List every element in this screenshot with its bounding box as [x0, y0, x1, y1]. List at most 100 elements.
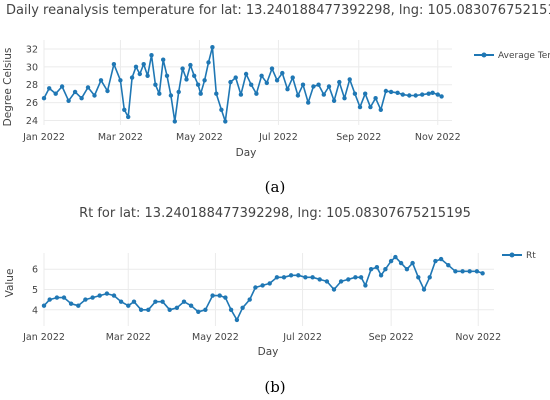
chart-a-data-point — [378, 107, 383, 113]
chart-a-data-point — [198, 91, 203, 96]
chart-b-title: Rt for lat: 13.240188477392298, lng: 105… — [79, 206, 471, 221]
chart-a-data-point — [413, 93, 418, 98]
chart-b-data-point — [260, 283, 265, 288]
chart-a-data-point — [214, 91, 219, 96]
chart-b-data-point — [438, 256, 444, 262]
chart-b-data-point — [303, 275, 308, 280]
chart-a-data-point — [47, 86, 52, 91]
chart-b-data-point — [146, 307, 151, 312]
chart-b-data-point — [421, 287, 427, 292]
chart-b-data-point — [331, 287, 337, 292]
chart-b-data-point — [234, 317, 240, 323]
chart-a-data-point — [157, 91, 162, 96]
chart-b-data-point — [126, 303, 131, 308]
chart-a-data-point — [249, 82, 254, 87]
chart-a-data-point — [161, 57, 166, 62]
chart-b-data-point — [433, 258, 438, 264]
chart-b-svg: Rt for lat: 13.240188477392298, lng: 105… — [4, 206, 536, 358]
chart-a-data-point — [274, 78, 280, 83]
chart-a-data-point — [321, 92, 326, 97]
chart-b-series-line — [43, 256, 483, 321]
chart-b-ytick-label: 6 — [32, 265, 38, 276]
chart-b-data-point — [416, 275, 421, 280]
chart-a-xtick-label: Jan 2022 — [22, 132, 65, 143]
chart-a-data-point — [347, 77, 352, 82]
chart-b-data-point — [374, 265, 380, 270]
chart-b-data-point — [138, 307, 144, 312]
chart-a-data-point — [395, 90, 400, 96]
chart-a-ylabel: Degree Celsius — [2, 48, 14, 127]
chart-a-data-point — [141, 61, 146, 67]
chart-a-data-point — [368, 104, 373, 110]
chart-a-data-point — [192, 73, 197, 79]
chart-b-data-point — [223, 295, 228, 300]
chart-a-data-point — [426, 91, 431, 96]
chart-b-data-point — [410, 260, 415, 266]
chart-b-data-point — [111, 293, 117, 298]
chart-b-ytick-label: 4 — [32, 305, 38, 316]
chart-a-data-point — [72, 89, 78, 95]
chart-b-data-point — [90, 295, 95, 300]
chart-a-gridlines — [43, 40, 452, 125]
chart-a-ytick-label: 28 — [26, 80, 38, 91]
chart-b-data-point — [76, 303, 81, 308]
chart-b-xtick-label: Jul 2022 — [282, 332, 322, 343]
chart-a-data-point — [439, 94, 444, 99]
chart-b-data-point — [393, 254, 398, 260]
chart-b-data-point — [247, 297, 252, 302]
chart-a-data-point — [435, 92, 440, 97]
chart-b-xtick-label: May 2022 — [192, 332, 239, 343]
chart-a-data-point — [280, 70, 285, 76]
chart-a-legend-marker — [481, 52, 487, 58]
chart-b-data-point — [228, 307, 234, 312]
chart-a-data-point — [316, 82, 321, 87]
chart-b-data-point — [427, 275, 432, 280]
chart-a-data-point — [129, 75, 135, 80]
chart-a-data-point — [206, 60, 211, 65]
chart-a-data-point — [85, 85, 91, 90]
chart-a: Daily reanalysis temperature for lat: 13… — [2, 3, 550, 196]
chart-a-data-point — [53, 91, 58, 96]
chart-a-data-point — [420, 92, 425, 97]
chart-a-data-point — [363, 91, 368, 96]
chart-a-data-point — [326, 84, 332, 89]
chart-b-data-point — [61, 295, 67, 300]
chart-a-ytick-label: 32 — [26, 44, 38, 55]
chart-a-data-point — [164, 73, 170, 79]
chart-a-data-point — [264, 80, 269, 86]
chart-b: Rt for lat: 13.240188477392298, lng: 105… — [0, 200, 550, 400]
chart-b-data-point — [97, 293, 102, 298]
chart-b-data-point — [460, 269, 465, 274]
chart-b-ytick-label: 5 — [32, 285, 38, 296]
chart-b-data-point — [153, 299, 158, 304]
chart-a-data-point — [126, 114, 131, 120]
chart-b-data-point — [217, 293, 222, 298]
chart-b-data-point — [404, 267, 410, 272]
chart-a-data-point — [168, 93, 174, 98]
chart-b-data-point — [324, 279, 330, 284]
chart-b-data-point — [353, 275, 358, 280]
chart-b-data-point — [54, 295, 60, 300]
chart-b-data-point — [446, 263, 451, 268]
chart-a-data-point — [172, 119, 177, 124]
chart-a-data-point — [357, 104, 363, 110]
chart-b-data-point — [181, 299, 187, 304]
chart-b-ylabel: Value — [4, 269, 16, 298]
chart-a-data-point — [337, 79, 342, 85]
chart-a-data-point — [184, 77, 189, 82]
chart-a-data-point — [295, 93, 301, 98]
chart-a-data-point — [145, 73, 150, 79]
chart-b-xtick-label: Sep 2022 — [369, 332, 414, 343]
chart-a-data-point — [202, 78, 207, 83]
chart-a-xtick-label: Mar 2022 — [98, 132, 143, 143]
chart-a-data-point — [176, 89, 181, 95]
chart-b-data-point — [210, 293, 215, 298]
chart-a-data-point — [180, 66, 185, 71]
chart-b-data-point — [453, 269, 458, 274]
chart-a-data-point — [300, 82, 306, 87]
chart-b-legend-label[interactable]: Rt — [526, 251, 536, 261]
chart-b-data-point — [338, 279, 344, 284]
chart-b-data-point — [368, 267, 374, 272]
chart-a-legend-label[interactable]: Average Temp — [498, 51, 550, 61]
chart-a-data-point — [137, 71, 142, 77]
